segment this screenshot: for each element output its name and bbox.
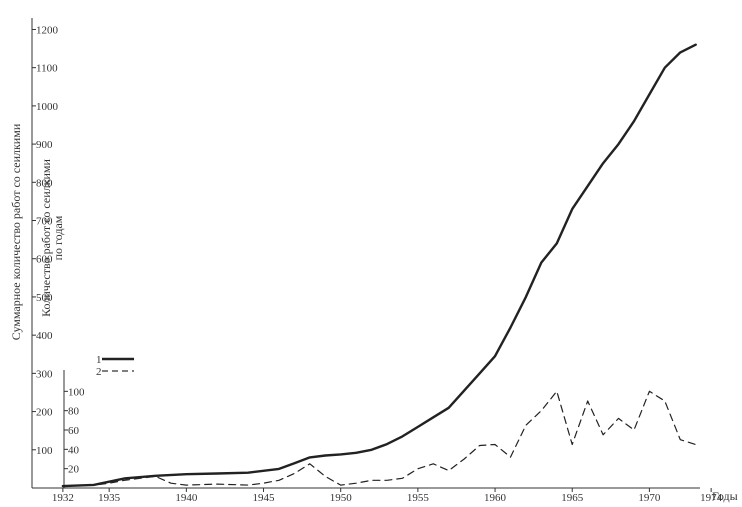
y-annual-tick-label: 80 bbox=[68, 406, 80, 418]
y-annual-tick-label: 40 bbox=[68, 444, 80, 456]
data-point-series-2 bbox=[664, 400, 665, 401]
y-axis-title-annual-line2: по годам bbox=[51, 215, 65, 260]
y-annual-tick-label: 100 bbox=[68, 386, 85, 398]
x-tick-label: 1940 bbox=[175, 492, 198, 504]
x-tick-label: 1950 bbox=[330, 492, 353, 504]
x-tick-label: 1932 bbox=[52, 492, 74, 504]
legend-label-1: 1 bbox=[96, 354, 102, 366]
y-annual-tick-label: 20 bbox=[68, 464, 80, 476]
y-total-tick-label: 500 bbox=[36, 292, 53, 304]
x-tick-label: 1935 bbox=[98, 492, 121, 504]
y-total-tick-label: 800 bbox=[36, 177, 53, 189]
data-point-series-2 bbox=[325, 476, 326, 477]
data-point-series-2 bbox=[371, 480, 372, 481]
y-total-tick-label: 700 bbox=[36, 216, 53, 228]
legend: 1 2 bbox=[96, 354, 134, 378]
data-point-series-2 bbox=[556, 391, 557, 392]
data-point-series-2 bbox=[263, 483, 264, 484]
x-tick-label: 1945 bbox=[253, 492, 276, 504]
y-total-tick-label: 400 bbox=[36, 330, 53, 342]
y-total-tick-label: 1000 bbox=[36, 101, 59, 113]
y-total-tick-label: 200 bbox=[36, 407, 53, 419]
y-total-tick-label: 1100 bbox=[36, 63, 58, 75]
x-tick-label: 1970 bbox=[638, 492, 661, 504]
data-point-series-2 bbox=[541, 410, 542, 411]
x-tick-label: 1965 bbox=[561, 492, 584, 504]
y-total-tick-label: 100 bbox=[36, 445, 53, 457]
y-total-tick-label: 600 bbox=[36, 254, 53, 266]
y-annual-tick-label: 60 bbox=[68, 425, 80, 437]
y-total-tick-label: 900 bbox=[36, 139, 53, 151]
series-line-1 bbox=[61, 43, 697, 488]
y-axis-title-annual: Количество работ со сеилкими bbox=[39, 159, 53, 317]
y-total-tick-label: 300 bbox=[36, 368, 53, 380]
x-axis-title: Годы bbox=[712, 489, 738, 503]
ticks-layer: 1932 1935 1940 1945 1950 1955 1960 1965 1970 1974… bbox=[32, 24, 723, 504]
y-total-tick-label: 1200 bbox=[36, 24, 59, 36]
data-point-series-2 bbox=[633, 429, 634, 430]
legend-label-2: 2 bbox=[96, 366, 102, 378]
y-axis-title-total: Суммарное количество работ со сеилкими bbox=[9, 123, 23, 340]
x-tick-label: 1955 bbox=[407, 492, 430, 504]
series-layer bbox=[61, 43, 697, 488]
series-line-2 bbox=[62, 390, 697, 487]
x-tick-label: 1974 bbox=[700, 492, 723, 504]
x-tick-label: 1960 bbox=[484, 492, 507, 504]
data-point-series-2 bbox=[448, 470, 449, 471]
